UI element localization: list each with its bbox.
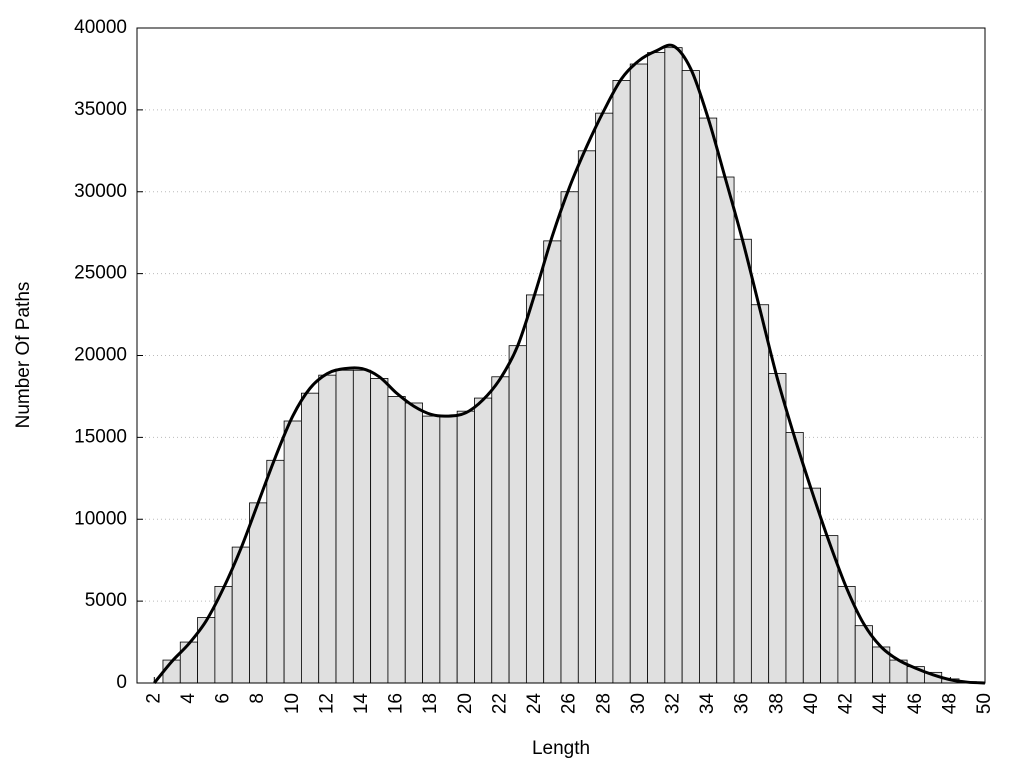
- y-axis-label: Number Of Paths: [13, 282, 34, 429]
- x-tick-label: 48: [939, 693, 960, 714]
- x-tick-label: 42: [836, 693, 857, 714]
- x-tick-label: 22: [489, 693, 510, 714]
- bar: [750, 304, 770, 684]
- curve: [153, 43, 986, 685]
- bar: [283, 420, 302, 684]
- bar: [699, 117, 718, 684]
- x-tick-label: 10: [282, 693, 303, 714]
- x-tick-label: 18: [420, 693, 441, 714]
- bar: [525, 294, 545, 684]
- x-tick-label: 16: [386, 693, 407, 714]
- bar: [612, 80, 631, 684]
- plot-frame: [136, 27, 986, 684]
- bar: [595, 112, 614, 684]
- x-tick-label: 8: [247, 693, 268, 704]
- y-tick-label: 30000: [74, 181, 127, 202]
- x-tick-label: 34: [697, 693, 718, 715]
- x-tick-label: 32: [663, 693, 684, 714]
- x-tick-label: 40: [801, 693, 822, 714]
- bar: [664, 47, 683, 684]
- bar: [560, 191, 579, 684]
- y-tick-label: 25000: [74, 263, 127, 284]
- bar: [456, 410, 475, 684]
- x-tick-label: 12: [316, 693, 337, 714]
- bar: [802, 487, 821, 684]
- bar: [301, 392, 320, 684]
- bar: [439, 415, 458, 684]
- bar: [785, 432, 804, 684]
- x-tick-label: 2: [143, 693, 164, 704]
- x-tick-label: 50: [974, 693, 995, 714]
- y-tick-label: 5000: [85, 590, 127, 611]
- bar: [716, 176, 735, 684]
- bar: [508, 345, 527, 684]
- bar: [629, 63, 648, 684]
- bar: [681, 70, 700, 684]
- bar: [491, 376, 510, 684]
- x-tick-label: 4: [178, 693, 199, 704]
- bar: [422, 415, 441, 684]
- bar: [387, 396, 406, 684]
- y-tick-label: 0: [116, 672, 127, 693]
- y-tick-label: 10000: [74, 508, 127, 529]
- bar: [249, 502, 268, 684]
- bar: [474, 397, 493, 684]
- bar: [352, 369, 372, 684]
- bar: [404, 402, 423, 684]
- x-tick-label: 20: [455, 693, 476, 714]
- bar: [231, 546, 250, 684]
- x-tick-label: 14: [351, 693, 372, 715]
- x-tick-label: 30: [628, 693, 649, 714]
- bar: [543, 240, 562, 684]
- x-tick-label: 6: [213, 693, 234, 704]
- bar: [370, 378, 389, 684]
- x-tick-label: 46: [905, 693, 926, 714]
- bar: [266, 459, 285, 684]
- y-tick-label: 20000: [74, 345, 127, 366]
- y-tick-label: 15000: [74, 426, 127, 447]
- bar: [768, 373, 787, 684]
- x-axis-label: Length: [532, 738, 590, 759]
- x-tick-label: 28: [593, 693, 614, 714]
- x-tick-label: 24: [524, 693, 545, 715]
- y-tick-label: 35000: [74, 99, 127, 120]
- bar: [335, 369, 354, 684]
- x-tick-label: 36: [732, 693, 753, 714]
- bar: [318, 374, 337, 684]
- y-tick-label: 40000: [74, 17, 127, 38]
- x-tick-label: 26: [559, 693, 580, 714]
- bar: [647, 52, 666, 684]
- x-tick-label: 38: [766, 693, 787, 714]
- x-tick-label: 44: [870, 693, 891, 715]
- bar: [733, 238, 752, 684]
- bar: [577, 150, 597, 684]
